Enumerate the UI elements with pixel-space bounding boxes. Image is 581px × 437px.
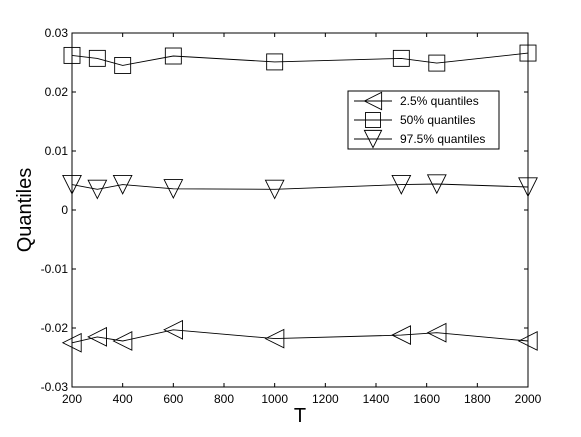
data-point-triangle-down — [112, 174, 133, 195]
legend-item: 97.5% quantiles — [354, 129, 485, 149]
x-tick-label: 400 — [113, 392, 133, 406]
y-tick-label: -0.01 — [41, 262, 69, 276]
y-tick-label: -0.02 — [41, 321, 69, 335]
data-point-square — [266, 53, 284, 71]
series-group — [61, 44, 538, 353]
data-point-triangle-down — [163, 179, 184, 199]
series-line — [71, 183, 529, 190]
data-point-triangle-down — [264, 179, 285, 200]
x-tick-label: 1400 — [363, 392, 390, 406]
legend-item: 2.5% quantiles — [354, 91, 479, 111]
x-tick-label: 1800 — [464, 392, 491, 406]
y-tick-label: 0 — [61, 203, 68, 217]
y-tick-label: -0.03 — [41, 380, 69, 394]
data-point-triangle-left — [112, 331, 133, 351]
x-tick-label: 600 — [163, 392, 183, 406]
legend-marker-square — [365, 112, 381, 128]
data-point-square — [428, 54, 446, 72]
legend-marker-triangle-down — [363, 129, 383, 149]
series-line — [71, 52, 529, 66]
x-tick-label: 800 — [214, 392, 234, 406]
x-tick-label: 1200 — [312, 392, 339, 406]
y-tick-label: 0.03 — [45, 26, 69, 40]
data-point-square — [63, 46, 81, 64]
data-point-triangle-down — [391, 174, 412, 195]
legend-label: 2.5% quantiles — [400, 94, 479, 108]
data-point-triangle-down — [426, 174, 447, 195]
data-point-square — [392, 49, 410, 67]
data-point-triangle-left — [61, 332, 82, 353]
y-tick-label: 0.01 — [45, 144, 69, 158]
data-point-triangle-left — [264, 328, 285, 349]
series-square — [63, 44, 537, 74]
plot-area — [71, 32, 529, 388]
legend-item: 50% quantiles — [354, 112, 475, 128]
data-point-triangle-down — [87, 179, 108, 200]
legend-label: 97.5% quantiles — [400, 132, 485, 146]
data-point-triangle-down — [62, 174, 82, 195]
series-triangle-down — [62, 174, 538, 200]
x-tick-label: 2000 — [515, 392, 542, 406]
legend-label: 50% quantiles — [400, 113, 475, 127]
x-tick-label: 1600 — [413, 392, 440, 406]
series-line — [71, 329, 529, 344]
x-tick-label: 200 — [62, 392, 82, 406]
x-axis-label: T — [294, 405, 306, 427]
data-point-triangle-left — [517, 331, 538, 351]
ticks: 200 400 600 800 1000 1200 1400 1600 1800 2000 -0.0… — [41, 26, 542, 406]
series-triangle-left — [61, 319, 538, 353]
data-point-triangle-left — [391, 325, 411, 346]
data-point-triangle-left — [426, 322, 447, 343]
data-point-square — [114, 57, 132, 74]
data-point-triangle-left — [163, 319, 183, 340]
legend-marker-triangle-left — [363, 91, 383, 111]
y-tick-label: 0.02 — [45, 85, 69, 99]
data-point-square — [519, 44, 537, 62]
data-point-triangle-left — [87, 326, 107, 347]
data-point-triangle-down — [518, 177, 538, 198]
data-point-square — [88, 49, 106, 67]
data-point-square — [164, 47, 182, 65]
x-tick-label: 1000 — [261, 392, 288, 406]
y-axis-label: Quantiles — [14, 168, 36, 253]
legend: 2.5% quantiles 50% quantiles 97.5% quantil… — [347, 90, 500, 150]
